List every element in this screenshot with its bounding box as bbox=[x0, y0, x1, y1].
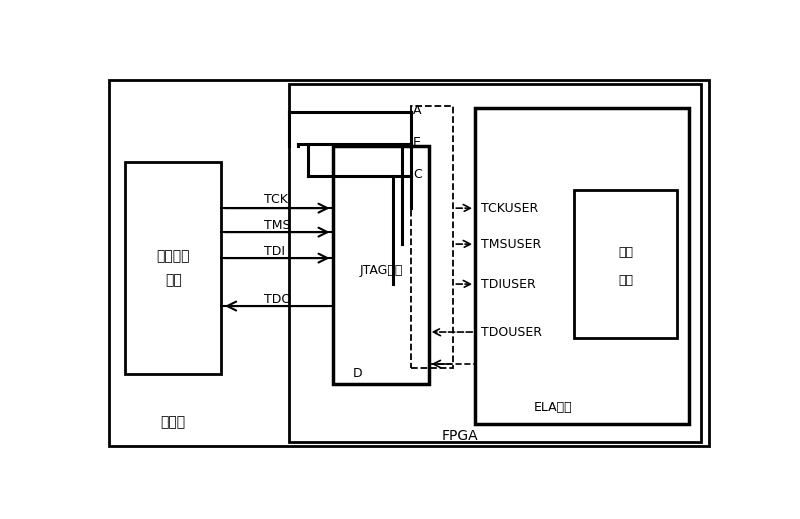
Text: TMS: TMS bbox=[264, 219, 291, 232]
Text: TMSUSER: TMSUSER bbox=[482, 238, 542, 251]
Bar bbox=[411, 106, 454, 368]
Bar bbox=[289, 84, 702, 442]
Text: TCKUSER: TCKUSER bbox=[482, 202, 538, 215]
Text: E: E bbox=[413, 135, 421, 149]
Bar bbox=[574, 190, 677, 338]
Text: A: A bbox=[413, 104, 422, 117]
Text: 块存: 块存 bbox=[618, 245, 634, 258]
Text: 上位机: 上位机 bbox=[161, 415, 186, 429]
Bar bbox=[125, 162, 221, 374]
Text: ELA电路: ELA电路 bbox=[534, 402, 572, 415]
Text: TDO: TDO bbox=[264, 293, 291, 306]
Text: TDIUSER: TDIUSER bbox=[482, 278, 536, 291]
Text: TCK: TCK bbox=[264, 193, 288, 206]
Text: 模块: 模块 bbox=[165, 273, 182, 287]
Text: FPGA: FPGA bbox=[442, 429, 478, 443]
Text: JTAG接口: JTAG接口 bbox=[359, 264, 402, 277]
Text: TDI: TDI bbox=[264, 245, 286, 258]
Text: D: D bbox=[353, 367, 362, 380]
Text: 人机界面: 人机界面 bbox=[157, 249, 190, 263]
Text: TDOUSER: TDOUSER bbox=[482, 325, 542, 338]
Bar bbox=[475, 108, 689, 424]
Text: 储器: 储器 bbox=[618, 274, 634, 286]
Text: C: C bbox=[413, 168, 422, 181]
Bar bbox=[333, 146, 429, 384]
